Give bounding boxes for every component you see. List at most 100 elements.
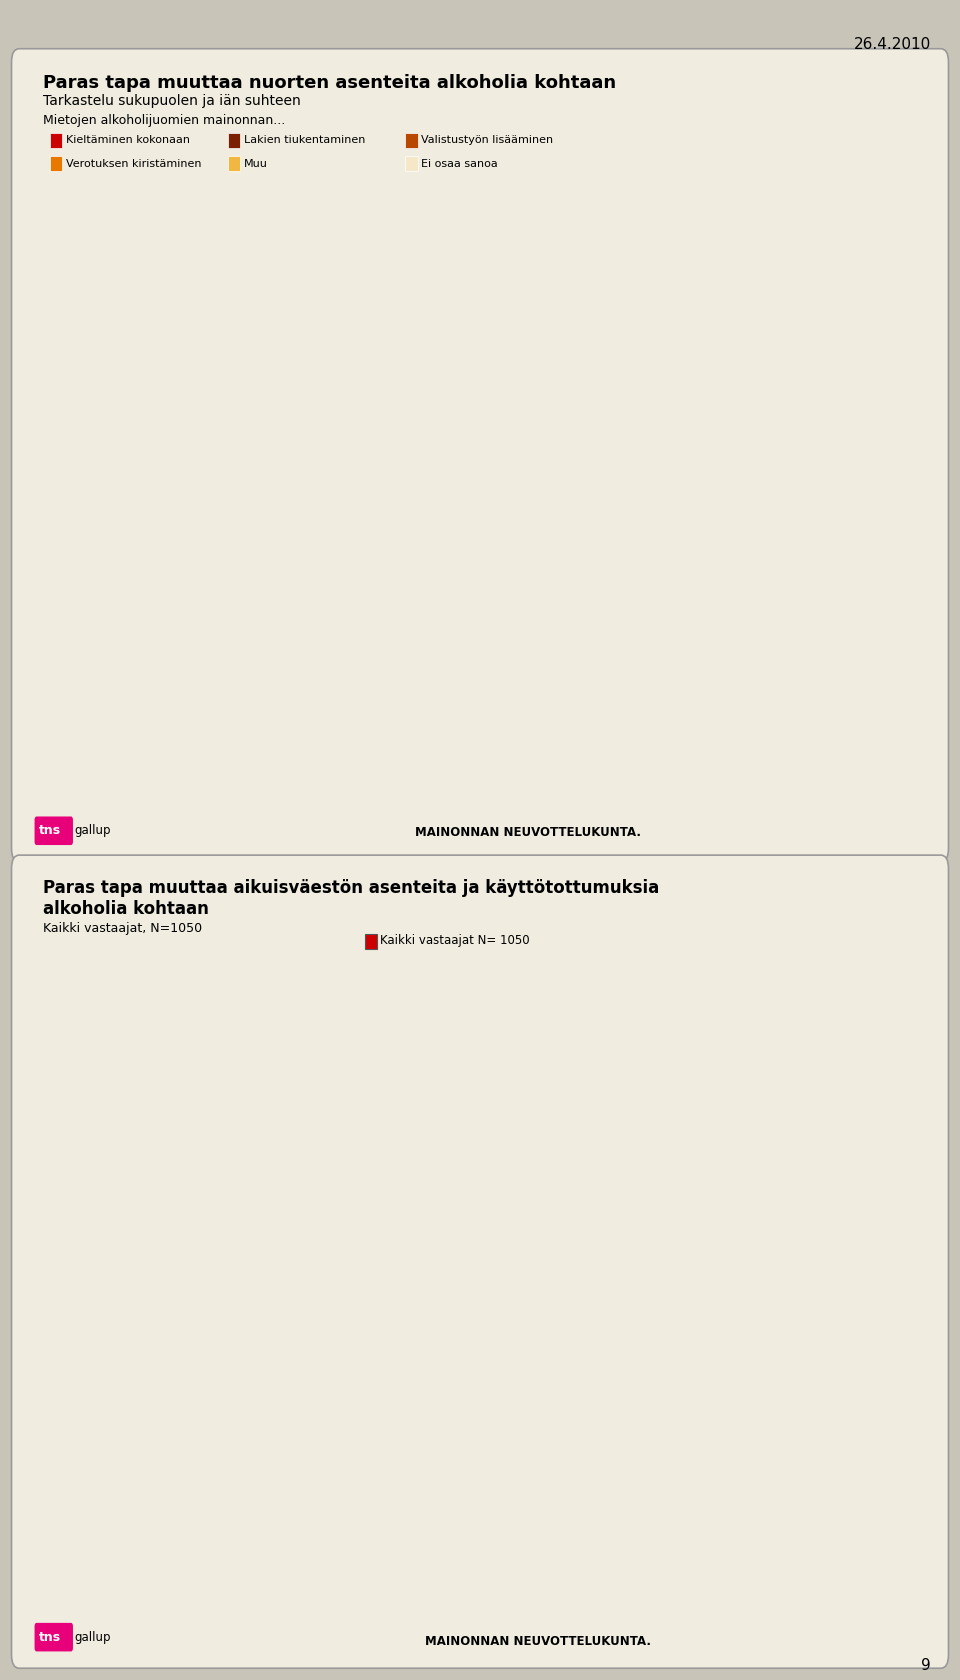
Text: Kaikki vastaajat N= 1050: Kaikki vastaajat N= 1050	[380, 934, 530, 948]
Bar	[192, 563, 202, 608]
Text: 5: 5	[196, 697, 204, 707]
Text: Ei osaa sanoa: Ei osaa sanoa	[421, 160, 498, 168]
Bar	[558, 198, 597, 244]
Bar	[592, 679, 622, 726]
Text: 8: 8	[574, 341, 582, 351]
Text: 8: 8	[391, 1440, 399, 1453]
Text: 11: 11	[508, 522, 524, 533]
Text: gallup: gallup	[74, 1631, 110, 1643]
Bar	[543, 506, 592, 551]
Bar	[597, 323, 647, 368]
Text: 4: 4	[213, 217, 221, 227]
Text: 4: 4	[193, 341, 201, 351]
Bar	[647, 323, 682, 368]
Text: 4: 4	[193, 638, 201, 648]
Bar	[247, 738, 592, 783]
Bar	[227, 198, 558, 244]
Bar	[197, 506, 217, 551]
Text: 72: 72	[407, 697, 422, 707]
Text: Paras tapa muuttaa aikuisväestön asenteita ja käyttötottumuksia: Paras tapa muuttaa aikuisväestön asentei…	[43, 879, 660, 897]
Text: 7: 7	[636, 697, 643, 707]
Bar	[657, 622, 686, 667]
Bar	[622, 563, 682, 608]
Bar	[365, 981, 528, 1028]
Text: 12: 12	[619, 638, 635, 648]
Bar	[222, 622, 558, 667]
Bar	[237, 679, 592, 726]
Text: tns: tns	[39, 1631, 61, 1643]
Bar	[597, 198, 647, 244]
Bar	[592, 738, 627, 783]
Text: 7: 7	[201, 756, 208, 766]
Text: 55: 55	[346, 522, 360, 533]
Text: 3: 3	[375, 1220, 383, 1231]
Bar	[365, 1203, 374, 1248]
Bar	[597, 622, 657, 667]
Text: 10: 10	[614, 341, 630, 351]
Text: 8: 8	[574, 217, 582, 227]
Bar	[187, 198, 207, 244]
Bar	[187, 381, 207, 427]
Text: 6: 6	[668, 638, 676, 648]
Text: 7: 7	[606, 756, 613, 766]
X-axis label: %: %	[513, 1638, 524, 1651]
Bar	[187, 679, 212, 726]
Bar	[592, 506, 677, 551]
Text: Myös aikuisväestön asenteisiin ja
käyttötottumuksiin uskotaan
vaikutettavan parh: Myös aikuisväestön asenteisiin ja käyttö…	[692, 1006, 877, 1183]
Text: 4: 4	[203, 522, 211, 533]
Text: tns: tns	[39, 825, 61, 837]
Text: 68: 68	[382, 638, 397, 648]
Text: 18: 18	[421, 1109, 438, 1122]
Bar	[657, 679, 682, 726]
Text: 4: 4	[213, 398, 221, 408]
Bar	[222, 738, 247, 783]
Bar	[553, 381, 592, 427]
Text: 8: 8	[569, 398, 577, 408]
Text: 2: 2	[372, 1331, 380, 1342]
Text: Muu: Muu	[244, 160, 268, 168]
Bar	[212, 679, 237, 726]
Text: Kaikki vastaajat, N=1050: Kaikki vastaajat, N=1050	[43, 922, 203, 936]
Text: 12: 12	[520, 581, 536, 591]
Text: 7: 7	[660, 341, 668, 351]
Text: 9: 9	[922, 1658, 931, 1673]
Text: gallup: gallup	[74, 825, 110, 837]
Text: 3: 3	[210, 341, 218, 351]
Bar	[667, 738, 686, 783]
Bar	[227, 381, 553, 427]
Bar	[592, 381, 642, 427]
Text: 10: 10	[561, 522, 576, 533]
Text: 53: 53	[529, 998, 545, 1011]
Text: 5: 5	[230, 756, 238, 766]
Bar	[207, 323, 222, 368]
Bar	[207, 198, 227, 244]
Bar	[647, 198, 682, 244]
Bar	[558, 563, 622, 608]
Bar	[498, 563, 558, 608]
Bar	[187, 506, 197, 551]
Text: 4: 4	[193, 217, 201, 227]
Text: 7: 7	[656, 398, 663, 408]
Text: Paras tapa muuttaa nuorten asenteita alkoholia kohtaan: Paras tapa muuttaa nuorten asenteita alk…	[43, 74, 616, 92]
Text: 66: 66	[382, 398, 397, 408]
Text: 4: 4	[673, 756, 681, 766]
Bar	[365, 1534, 414, 1581]
Text: Kieltäminen kokonaan: Kieltäminen kokonaan	[66, 136, 190, 144]
Bar	[187, 563, 192, 608]
Text: Tarkastelu sukupuolen ja iän suhteen: Tarkastelu sukupuolen ja iän suhteen	[43, 94, 300, 108]
Bar	[207, 622, 222, 667]
Text: 13: 13	[583, 581, 598, 591]
Text: MAINONNAN NEUVOTTELUKUNTA.: MAINONNAN NEUVOTTELUKUNTA.	[415, 827, 641, 840]
Text: 10: 10	[614, 217, 630, 227]
Bar	[558, 622, 597, 667]
Bar	[365, 1314, 371, 1359]
Text: Valistustyön lisääminen: Valistustyön lisääminen	[421, 136, 554, 144]
Text: 4: 4	[193, 398, 201, 408]
Bar	[365, 1423, 390, 1470]
Text: Verotuksen kiristäminen: Verotuksen kiristäminen	[66, 160, 202, 168]
Bar	[202, 563, 498, 608]
Bar	[222, 323, 558, 368]
Text: 10: 10	[610, 398, 625, 408]
Bar	[217, 506, 489, 551]
Text: 68: 68	[382, 341, 397, 351]
